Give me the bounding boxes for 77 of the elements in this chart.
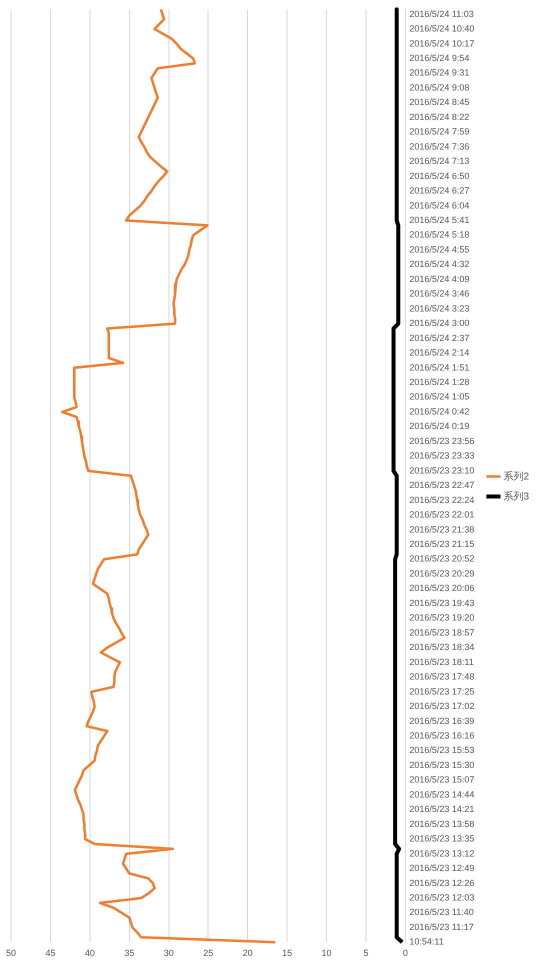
y-tick-label: 2016/5/23 11:40 xyxy=(409,907,474,918)
y-tick-label: 2016/5/23 18:34 xyxy=(409,642,474,652)
y-tick-label: 2016/5/23 11:17 xyxy=(409,922,474,932)
y-tick-label: 2016/5/23 17:02 xyxy=(409,701,474,712)
y-tick-label: 2016/5/23 21:38 xyxy=(409,524,474,534)
y-tick-label: 10:54:11 xyxy=(409,936,444,947)
y-tick-label: 2016/5/24 9:08 xyxy=(409,82,470,92)
x-tick-label: 0 xyxy=(402,948,408,958)
y-tick-label: 2016/5/23 14:44 xyxy=(409,789,474,800)
y-tick-label: 2016/5/23 12:03 xyxy=(409,892,474,902)
y-tick-label: 2016/5/24 7:13 xyxy=(409,156,470,166)
y-tick-label: 2016/5/24 3:46 xyxy=(409,288,470,299)
y-tick-label: 2016/5/24 1:28 xyxy=(409,377,470,388)
x-tick-label: 45 xyxy=(45,948,56,958)
y-tick-label: 2016/5/23 20:06 xyxy=(409,583,474,594)
y-tick-label: 2016/5/23 15:53 xyxy=(409,745,474,756)
y-tick-label: 2016/5/23 16:39 xyxy=(409,716,474,726)
x-tick-label: 10 xyxy=(321,948,332,958)
y-tick-label: 2016/5/24 3:23 xyxy=(409,303,470,314)
y-tick-label: 2016/5/24 4:32 xyxy=(409,259,470,270)
y-tick-label: 2016/5/23 23:33 xyxy=(409,450,474,461)
y-tick-label: 2016/5/23 13:35 xyxy=(409,834,474,844)
y-tick-label: 2016/5/23 13:12 xyxy=(409,848,474,858)
y-tick-label: 2016/5/24 1:51 xyxy=(409,362,470,372)
y-tick-label: 2016/5/24 4:09 xyxy=(409,274,470,284)
y-tick-label: 2016/5/23 18:11 xyxy=(409,656,474,667)
y-tick-label: 2016/5/24 2:37 xyxy=(409,332,470,343)
y-tick-label: 2016/5/24 6:27 xyxy=(409,186,470,196)
y-tick-label: 2016/5/23 21:15 xyxy=(409,539,474,550)
y-tick-label: 2016/5/23 13:58 xyxy=(409,818,474,829)
y-tick-label: 2016/5/23 14:21 xyxy=(409,804,474,814)
y-tick-label: 2016/5/24 5:41 xyxy=(409,214,470,225)
y-tick-label: 2016/5/23 15:30 xyxy=(409,760,474,770)
y-tick-label: 2016/5/24 8:45 xyxy=(409,97,470,108)
y-tick-label: 2016/5/23 20:52 xyxy=(409,554,474,564)
x-tick-label: 15 xyxy=(282,948,292,958)
x-tick-label: 20 xyxy=(242,948,253,958)
y-tick-label: 2016/5/24 6:50 xyxy=(409,170,470,181)
y-tick-label: 2016/5/23 18:57 xyxy=(409,627,474,638)
x-tick-label: 30 xyxy=(164,948,174,958)
y-tick-label: 2016/5/23 23:10 xyxy=(409,465,474,476)
legend-label: 系列3 xyxy=(503,490,530,502)
y-tick-label: 2016/5/23 22:47 xyxy=(409,480,474,490)
x-tick-label: 35 xyxy=(124,948,134,958)
y-tick-label: 2016/5/23 12:26 xyxy=(409,878,474,888)
y-tick-label: 2016/5/23 22:01 xyxy=(409,510,474,520)
y-tick-label: 2016/5/24 10:17 xyxy=(409,38,474,48)
y-tick-label: 2016/5/23 19:43 xyxy=(409,598,474,608)
y-tick-label: 2016/5/24 7:36 xyxy=(409,141,470,152)
y-tick-label: 2016/5/24 0:42 xyxy=(409,406,470,416)
y-tick-label: 2016/5/24 5:18 xyxy=(409,230,470,240)
y-tick-label: 2016/5/24 3:00 xyxy=(409,318,470,328)
y-tick-label: 2016/5/23 22:24 xyxy=(409,494,474,505)
y-tick-label: 2016/5/23 17:48 xyxy=(409,672,474,682)
y-tick-label: 2016/5/23 19:20 xyxy=(409,612,474,623)
y-tick-label: 2016/5/24 11:03 xyxy=(409,8,474,19)
y-tick-label: 2016/5/24 4:55 xyxy=(409,244,470,254)
y-tick-label: 2016/5/24 7:59 xyxy=(409,126,470,137)
y-tick-label: 2016/5/23 17:25 xyxy=(409,686,474,696)
x-tick-label: 25 xyxy=(203,948,214,958)
y-tick-label: 2016/5/23 16:16 xyxy=(409,730,474,740)
x-tick-label: 40 xyxy=(84,948,95,958)
y-tick-label: 2016/5/23 12:49 xyxy=(409,863,474,874)
y-tick-label: 2016/5/24 8:22 xyxy=(409,112,470,122)
legend-label: 系列2 xyxy=(503,470,530,482)
y-tick-label: 2016/5/23 20:29 xyxy=(409,568,474,578)
y-tick-label: 2016/5/24 9:54 xyxy=(409,52,470,63)
y-tick-label: 2016/5/24 10:40 xyxy=(409,24,474,34)
y-tick-label: 2016/5/24 0:19 xyxy=(409,421,470,432)
y-tick-label: 2016/5/23 15:07 xyxy=(409,774,474,785)
y-tick-label: 2016/5/24 2:14 xyxy=(409,348,470,358)
x-tick-label: 50 xyxy=(6,948,16,958)
x-tick-label: 5 xyxy=(363,948,368,958)
y-tick-label: 2016/5/24 6:04 xyxy=(409,200,470,210)
y-tick-label: 2016/5/24 9:31 xyxy=(409,68,470,78)
y-tick-label: 2016/5/24 1:05 xyxy=(409,392,470,402)
y-tick-label: 2016/5/23 23:56 xyxy=(409,436,474,446)
